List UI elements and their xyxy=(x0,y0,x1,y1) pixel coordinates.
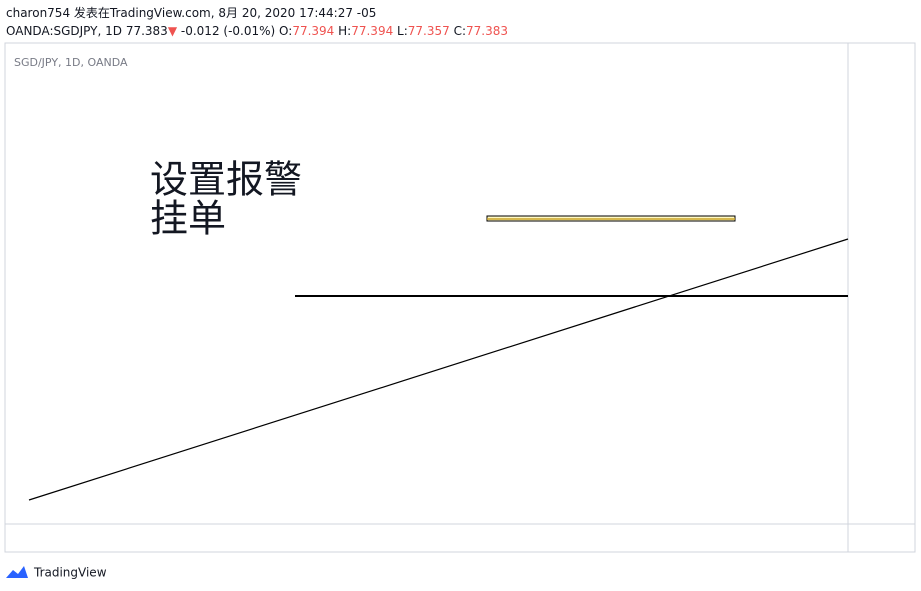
arrow: ▼ xyxy=(167,24,178,38)
l-label: L: xyxy=(397,24,408,38)
annotation: 挂单 xyxy=(150,197,226,241)
c-label: C: xyxy=(453,24,467,38)
logo-icon xyxy=(6,566,28,578)
header: charon754 发表在TradingView.com, 8月 20, 202… xyxy=(6,4,508,40)
h-value: 77.394 xyxy=(351,24,394,38)
logo-text: TradingView xyxy=(33,566,107,580)
trend-line xyxy=(28,238,849,501)
chart-frame xyxy=(4,42,916,553)
last-price: 77.383 xyxy=(125,24,168,38)
logo: TradingView xyxy=(6,566,107,580)
publisher: charon754 发表在TradingView.com, 8月 20, 202… xyxy=(6,6,377,20)
annotation: 设置报警 xyxy=(150,158,302,202)
o-value: 77.394 xyxy=(292,24,335,38)
watermark: SGD/JPY, 1D, OANDA xyxy=(14,56,128,69)
c-value: 77.383 xyxy=(466,24,509,38)
header-line: OANDA:SGDJPY, 1D 77.383▼ -0.012 (-0.01%)… xyxy=(6,22,508,40)
h-label: H: xyxy=(338,24,352,38)
symbol: OANDA:SGDJPY, 1D xyxy=(6,24,122,38)
o-label: O: xyxy=(279,24,293,38)
change: -0.012 (-0.01%) xyxy=(180,24,276,38)
l-value: 77.357 xyxy=(407,24,450,38)
header-line: charon754 发表在TradingView.com, 8月 20, 202… xyxy=(6,4,508,22)
